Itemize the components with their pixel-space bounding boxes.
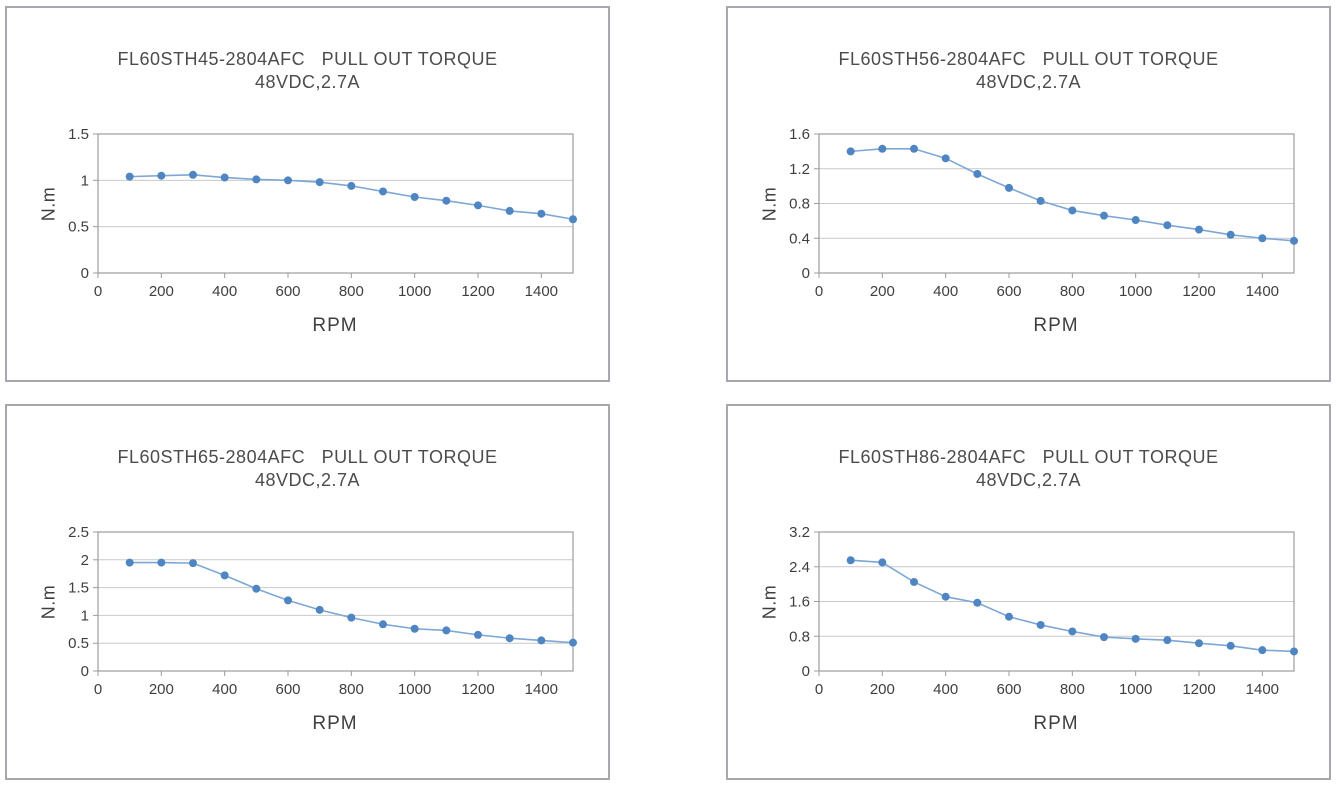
svg-text:0: 0: [815, 283, 823, 300]
chart-title: FL60STH65-2804AFC PULL OUT TORQUE 48VDC,…: [7, 446, 608, 492]
x-axis-label: RPM: [1033, 315, 1079, 336]
svg-text:1200: 1200: [461, 283, 494, 300]
chart-title: FL60STH86-2804AFC PULL OUT TORQUE 48VDC,…: [728, 446, 1329, 492]
svg-text:200: 200: [149, 681, 174, 698]
chart-panel-fl60sth65: FL60STH65-2804AFC PULL OUT TORQUE 48VDC,…: [5, 404, 610, 780]
svg-text:0.5: 0.5: [68, 219, 89, 236]
chart-title-line2: 48VDC,2.7A: [975, 470, 1082, 490]
svg-text:1200: 1200: [1182, 283, 1215, 300]
chart-panel-fl60sth86: FL60STH86-2804AFC PULL OUT TORQUE 48VDC,…: [726, 404, 1331, 780]
svg-text:1.5: 1.5: [68, 126, 89, 143]
svg-text:0: 0: [81, 663, 89, 680]
svg-text:1400: 1400: [525, 283, 558, 300]
svg-text:200: 200: [870, 681, 895, 698]
torque-curve-plot: 0 0.8 1.6 2.4 3.2 0 200 400 600 800 1000 1200 1400: [789, 524, 1298, 698]
x-axis-label: RPM: [312, 315, 358, 336]
svg-text:0: 0: [802, 265, 810, 282]
svg-text:400: 400: [933, 283, 958, 300]
svg-text:400: 400: [212, 283, 237, 300]
chart-title-line1: FL60STH56-2804AFC PULL OUT TORQUE: [838, 49, 1219, 69]
svg-text:0.8: 0.8: [789, 628, 810, 645]
chart-title-line1: FL60STH45-2804AFC PULL OUT TORQUE: [117, 49, 498, 69]
svg-text:1000: 1000: [398, 681, 431, 698]
svg-text:800: 800: [1060, 283, 1085, 300]
svg-text:200: 200: [149, 283, 174, 300]
svg-text:1200: 1200: [461, 681, 494, 698]
chart-title-line2: 48VDC,2.7A: [254, 470, 361, 490]
svg-text:1.5: 1.5: [68, 580, 89, 597]
svg-text:0: 0: [94, 283, 102, 300]
svg-text:0.8: 0.8: [789, 196, 810, 213]
chart-title: FL60STH56-2804AFC PULL OUT TORQUE 48VDC,…: [728, 48, 1329, 94]
svg-text:0: 0: [802, 663, 810, 680]
svg-text:600: 600: [275, 681, 300, 698]
svg-text:2.4: 2.4: [789, 559, 810, 576]
svg-text:1.6: 1.6: [789, 594, 810, 611]
svg-text:800: 800: [339, 681, 364, 698]
svg-text:1.2: 1.2: [789, 161, 810, 178]
x-axis-label: RPM: [312, 713, 358, 734]
svg-text:1.6: 1.6: [789, 126, 810, 143]
svg-text:1000: 1000: [1119, 681, 1152, 698]
svg-text:0.5: 0.5: [68, 635, 89, 652]
svg-text:1: 1: [81, 607, 89, 624]
svg-text:600: 600: [275, 283, 300, 300]
svg-text:200: 200: [870, 283, 895, 300]
torque-curve-plot: 0 0.4 0.8 1.2 1.6 0 200 400 600 800 1000 1200 1400: [789, 126, 1298, 300]
svg-text:1400: 1400: [1246, 283, 1279, 300]
chart-panel-fl60sth56: FL60STH56-2804AFC PULL OUT TORQUE 48VDC,…: [726, 6, 1331, 382]
svg-text:0: 0: [94, 681, 102, 698]
svg-text:1000: 1000: [398, 283, 431, 300]
svg-text:1200: 1200: [1182, 681, 1215, 698]
chart-title-line2: 48VDC,2.7A: [254, 72, 361, 92]
svg-text:1400: 1400: [525, 681, 558, 698]
svg-text:800: 800: [1060, 681, 1085, 698]
torque-curve-plot: 0 0.5 1 1.5 2 2.5 0 200 400 600 800 1000 1200 1400: [68, 524, 577, 698]
svg-text:1400: 1400: [1246, 681, 1279, 698]
chart-title-line2: 48VDC,2.7A: [975, 72, 1082, 92]
svg-text:1000: 1000: [1119, 283, 1152, 300]
svg-text:0: 0: [815, 681, 823, 698]
chart-title-line1: FL60STH86-2804AFC PULL OUT TORQUE: [838, 447, 1219, 467]
svg-text:0: 0: [81, 265, 89, 282]
svg-text:400: 400: [212, 681, 237, 698]
chart-title: FL60STH45-2804AFC PULL OUT TORQUE 48VDC,…: [7, 48, 608, 94]
svg-text:1: 1: [81, 172, 89, 189]
svg-text:3.2: 3.2: [789, 524, 810, 541]
svg-text:600: 600: [996, 283, 1021, 300]
svg-text:2.5: 2.5: [68, 524, 89, 541]
svg-text:2: 2: [81, 552, 89, 569]
svg-text:600: 600: [996, 681, 1021, 698]
chart-title-line1: FL60STH65-2804AFC PULL OUT TORQUE: [117, 447, 498, 467]
svg-text:0.4: 0.4: [789, 230, 810, 247]
chart-panel-fl60sth45: FL60STH45-2804AFC PULL OUT TORQUE 48VDC,…: [5, 6, 610, 382]
svg-text:400: 400: [933, 681, 958, 698]
torque-curve-plot: 0 0.5 1 1.5 0 200 400 600 800 1000 1200 1400: [68, 126, 577, 300]
x-axis-label: RPM: [1033, 713, 1079, 734]
svg-text:800: 800: [339, 283, 364, 300]
